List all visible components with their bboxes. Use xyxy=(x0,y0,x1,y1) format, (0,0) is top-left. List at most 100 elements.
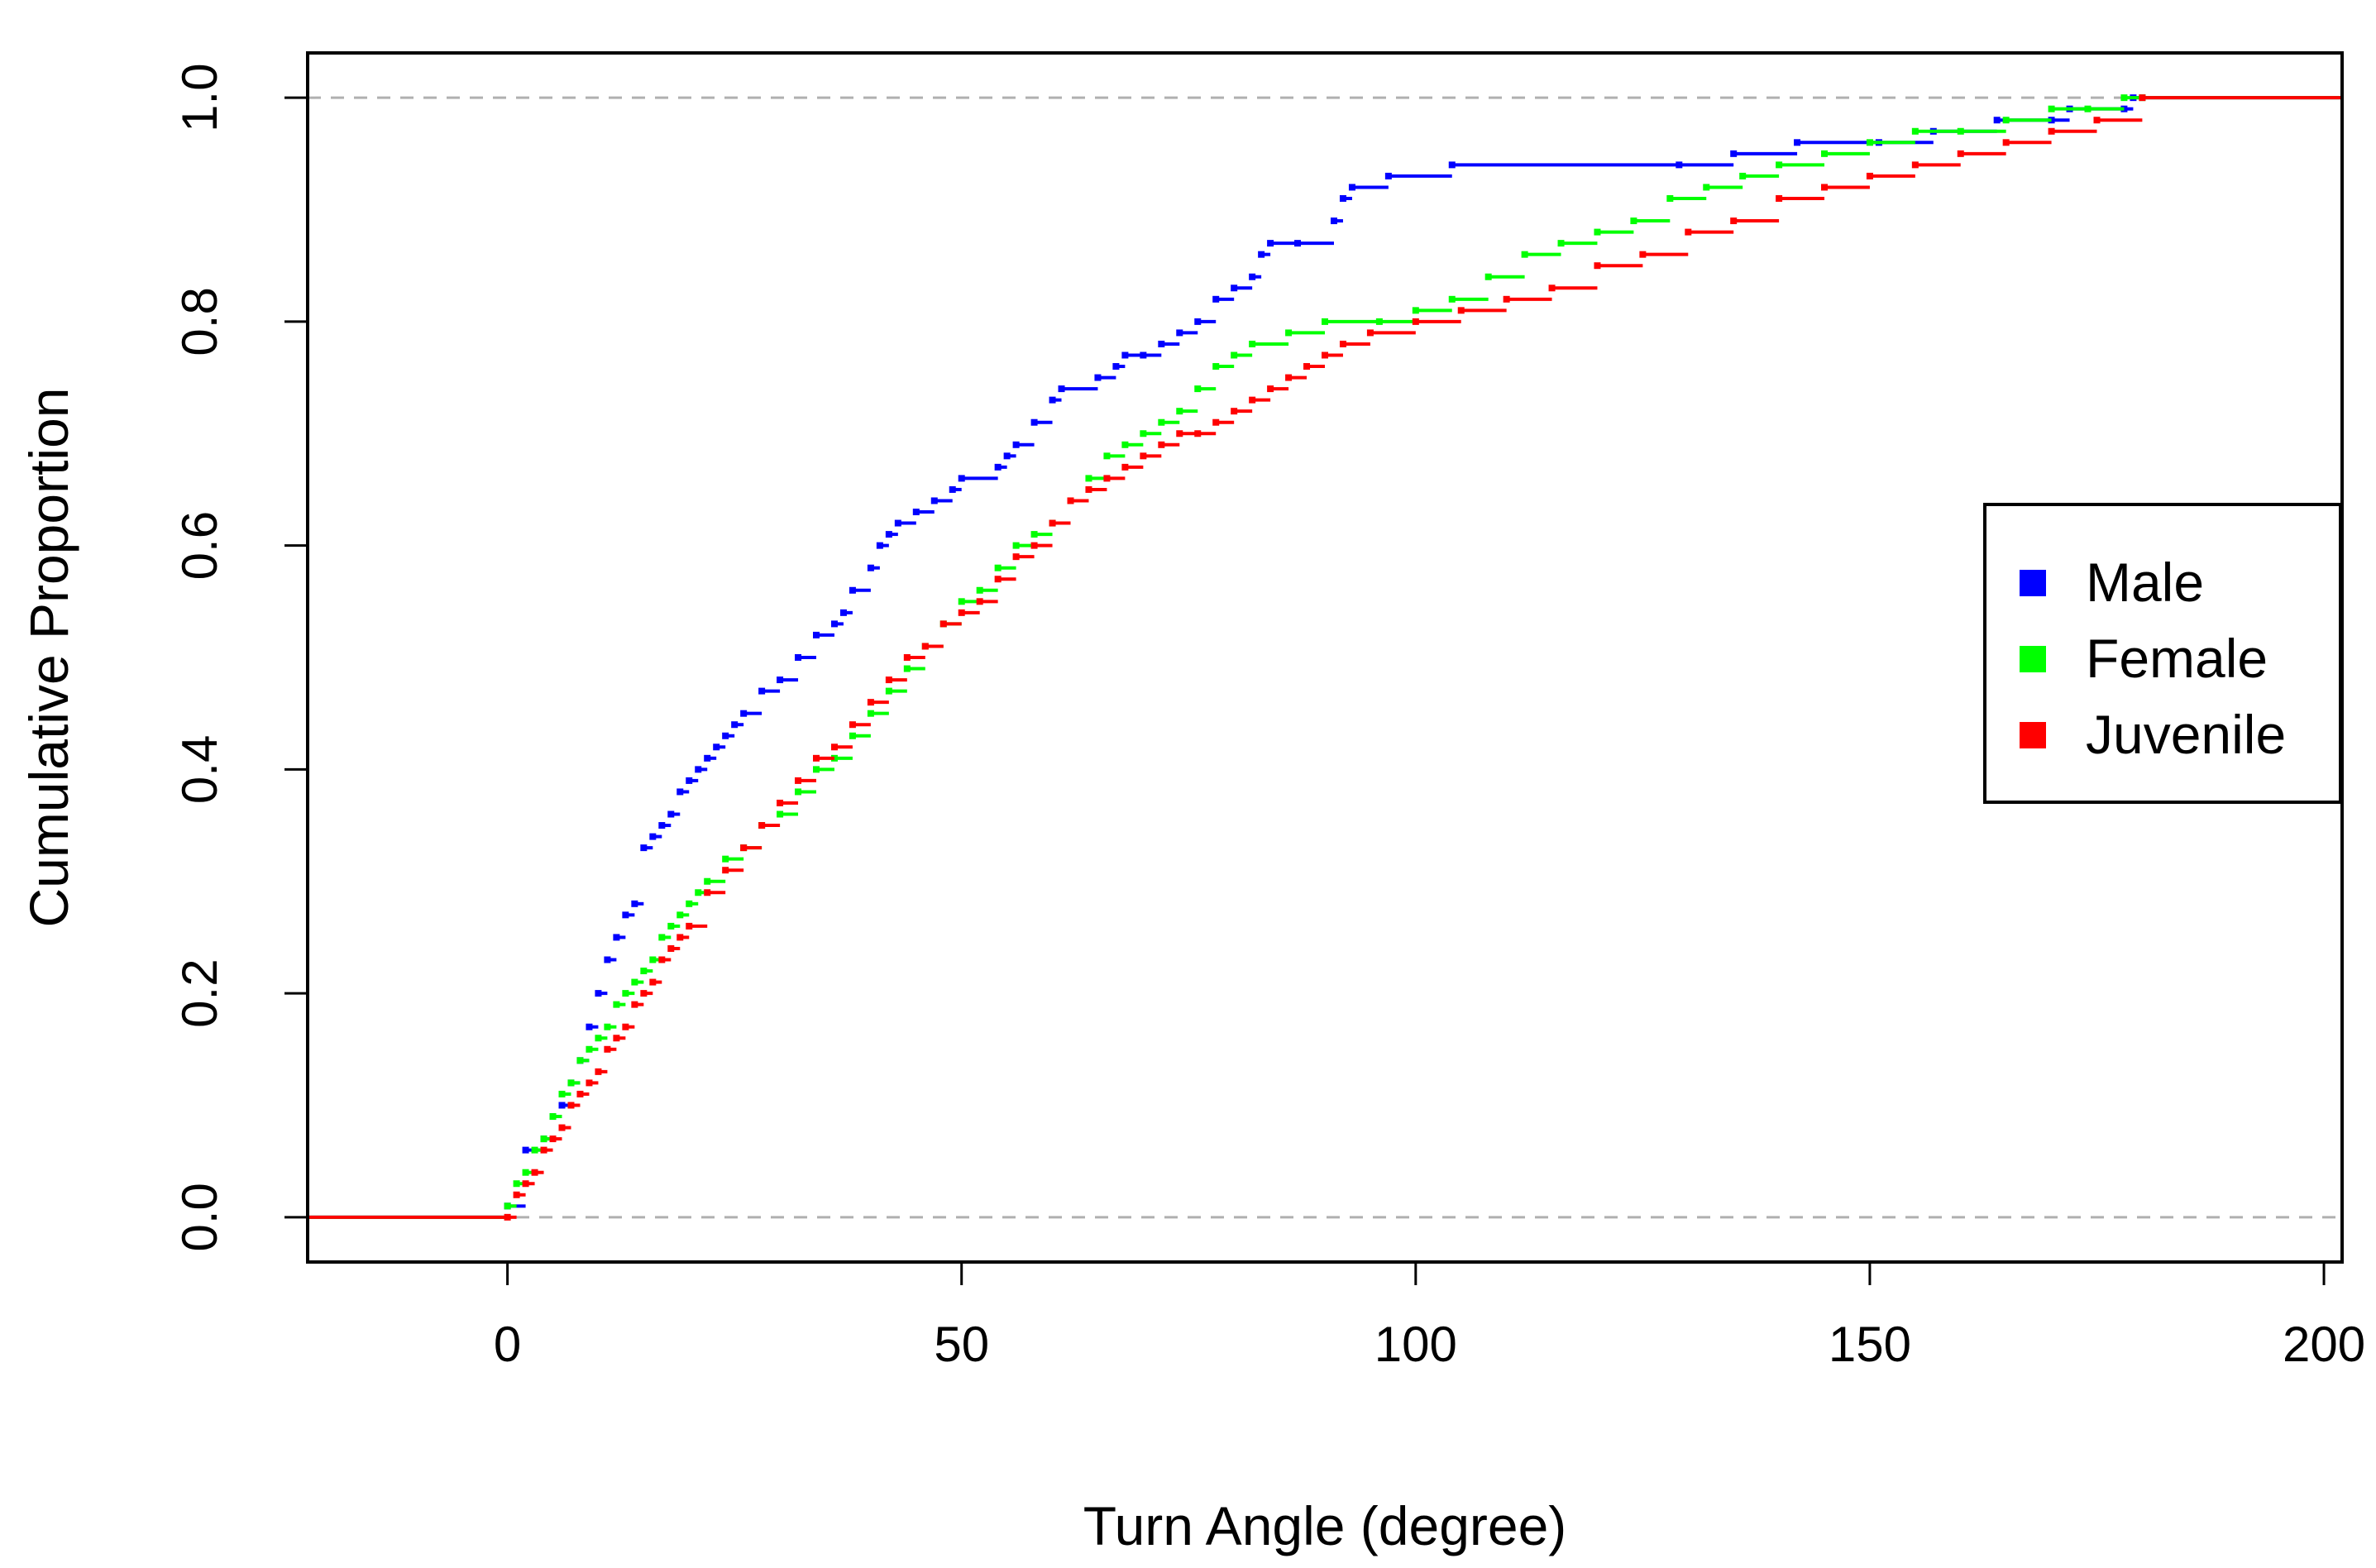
step-point xyxy=(1267,240,1274,247)
step-point xyxy=(676,911,684,919)
step-point xyxy=(1739,172,1747,179)
step-point xyxy=(958,609,965,616)
step-point xyxy=(504,1213,511,1221)
y-tick-label: 0.4 xyxy=(172,735,227,804)
step-point xyxy=(1911,161,1919,169)
step-point xyxy=(667,944,675,952)
step-point xyxy=(1158,441,1165,448)
step-point xyxy=(1639,251,1647,258)
step-point xyxy=(813,766,820,773)
step-point xyxy=(631,900,638,907)
step-point xyxy=(631,1001,638,1008)
step-point xyxy=(1212,295,1220,303)
step-point xyxy=(1103,452,1111,460)
x-axis: 0 50 100 150 200 xyxy=(494,1260,2365,1372)
step-point xyxy=(885,531,892,538)
step-point xyxy=(1703,184,1710,191)
step-point xyxy=(676,788,684,796)
step-point xyxy=(2120,94,2128,102)
legend-label-male: Male xyxy=(2086,552,2204,613)
step-point xyxy=(522,1146,529,1154)
step-point xyxy=(795,654,802,661)
step-point xyxy=(1140,452,1147,460)
step-point xyxy=(604,1023,611,1030)
step-point xyxy=(1366,329,1374,337)
step-point xyxy=(1212,418,1220,426)
step-point xyxy=(921,643,929,650)
step-point xyxy=(1140,430,1147,437)
step-point xyxy=(1194,385,1202,393)
step-point xyxy=(704,877,711,885)
legend-label-female: Female xyxy=(2086,628,2268,689)
step-point xyxy=(658,934,666,941)
step-point xyxy=(1776,194,1783,202)
step-point xyxy=(1249,396,1256,404)
step-point xyxy=(1121,351,1129,359)
step-point xyxy=(813,754,820,762)
step-point xyxy=(795,788,802,796)
step-point xyxy=(777,799,784,806)
step-point xyxy=(631,978,638,986)
step-point xyxy=(849,732,856,739)
step-point xyxy=(994,463,1002,471)
step-point xyxy=(1194,318,1202,325)
step-point xyxy=(567,1102,575,1109)
step-point xyxy=(1594,262,1601,270)
step-point xyxy=(1484,273,1492,280)
step-point xyxy=(1794,139,1801,146)
step-point xyxy=(649,833,657,840)
step-point xyxy=(1676,161,1683,169)
legend-label-juvenile: Juvenile xyxy=(2086,704,2286,765)
step-point xyxy=(830,743,838,751)
step-point xyxy=(740,844,748,852)
step-point xyxy=(994,576,1002,583)
step-point xyxy=(1730,218,1738,225)
step-point xyxy=(667,810,675,818)
step-point xyxy=(912,509,920,516)
step-point xyxy=(1030,418,1038,426)
step-point xyxy=(758,822,766,829)
step-point xyxy=(1384,172,1392,179)
step-point xyxy=(613,1035,620,1042)
y-axis-title: Cumulative Proportion xyxy=(18,388,79,928)
step-point xyxy=(595,1068,602,1075)
step-point xyxy=(1303,363,1311,370)
step-point xyxy=(2002,117,2010,124)
step-point xyxy=(2048,105,2055,112)
step-point xyxy=(2002,139,2010,146)
step-point xyxy=(930,497,938,504)
x-tick-label: 100 xyxy=(1374,1317,1457,1372)
step-point xyxy=(1212,363,1220,370)
step-point xyxy=(994,564,1002,571)
step-point xyxy=(849,586,856,594)
step-point xyxy=(549,1113,557,1121)
step-point xyxy=(1121,463,1129,471)
step-point xyxy=(876,542,883,549)
step-point xyxy=(1294,240,1302,247)
step-point xyxy=(1548,284,1556,292)
step-point xyxy=(1030,542,1038,549)
step-point xyxy=(1685,228,1692,236)
step-point xyxy=(558,1124,566,1131)
step-point xyxy=(903,665,911,672)
x-tick-label: 0 xyxy=(494,1317,521,1372)
step-point xyxy=(1412,307,1419,314)
legend-swatch-male xyxy=(2020,570,2046,596)
step-point xyxy=(1103,475,1111,482)
step-point xyxy=(1557,240,1565,247)
step-point xyxy=(1448,161,1456,169)
step-point xyxy=(531,1146,538,1154)
step-point xyxy=(1058,385,1065,393)
step-point xyxy=(1666,194,1674,202)
step-point xyxy=(939,620,947,628)
step-point xyxy=(2139,94,2146,102)
step-point xyxy=(1821,184,1829,191)
step-point xyxy=(885,687,892,695)
step-point xyxy=(704,889,711,896)
step-point xyxy=(1249,273,1256,280)
step-point xyxy=(903,654,911,661)
step-point xyxy=(695,889,702,896)
step-point xyxy=(1330,218,1337,225)
step-point xyxy=(531,1169,538,1176)
step-point xyxy=(867,710,874,717)
